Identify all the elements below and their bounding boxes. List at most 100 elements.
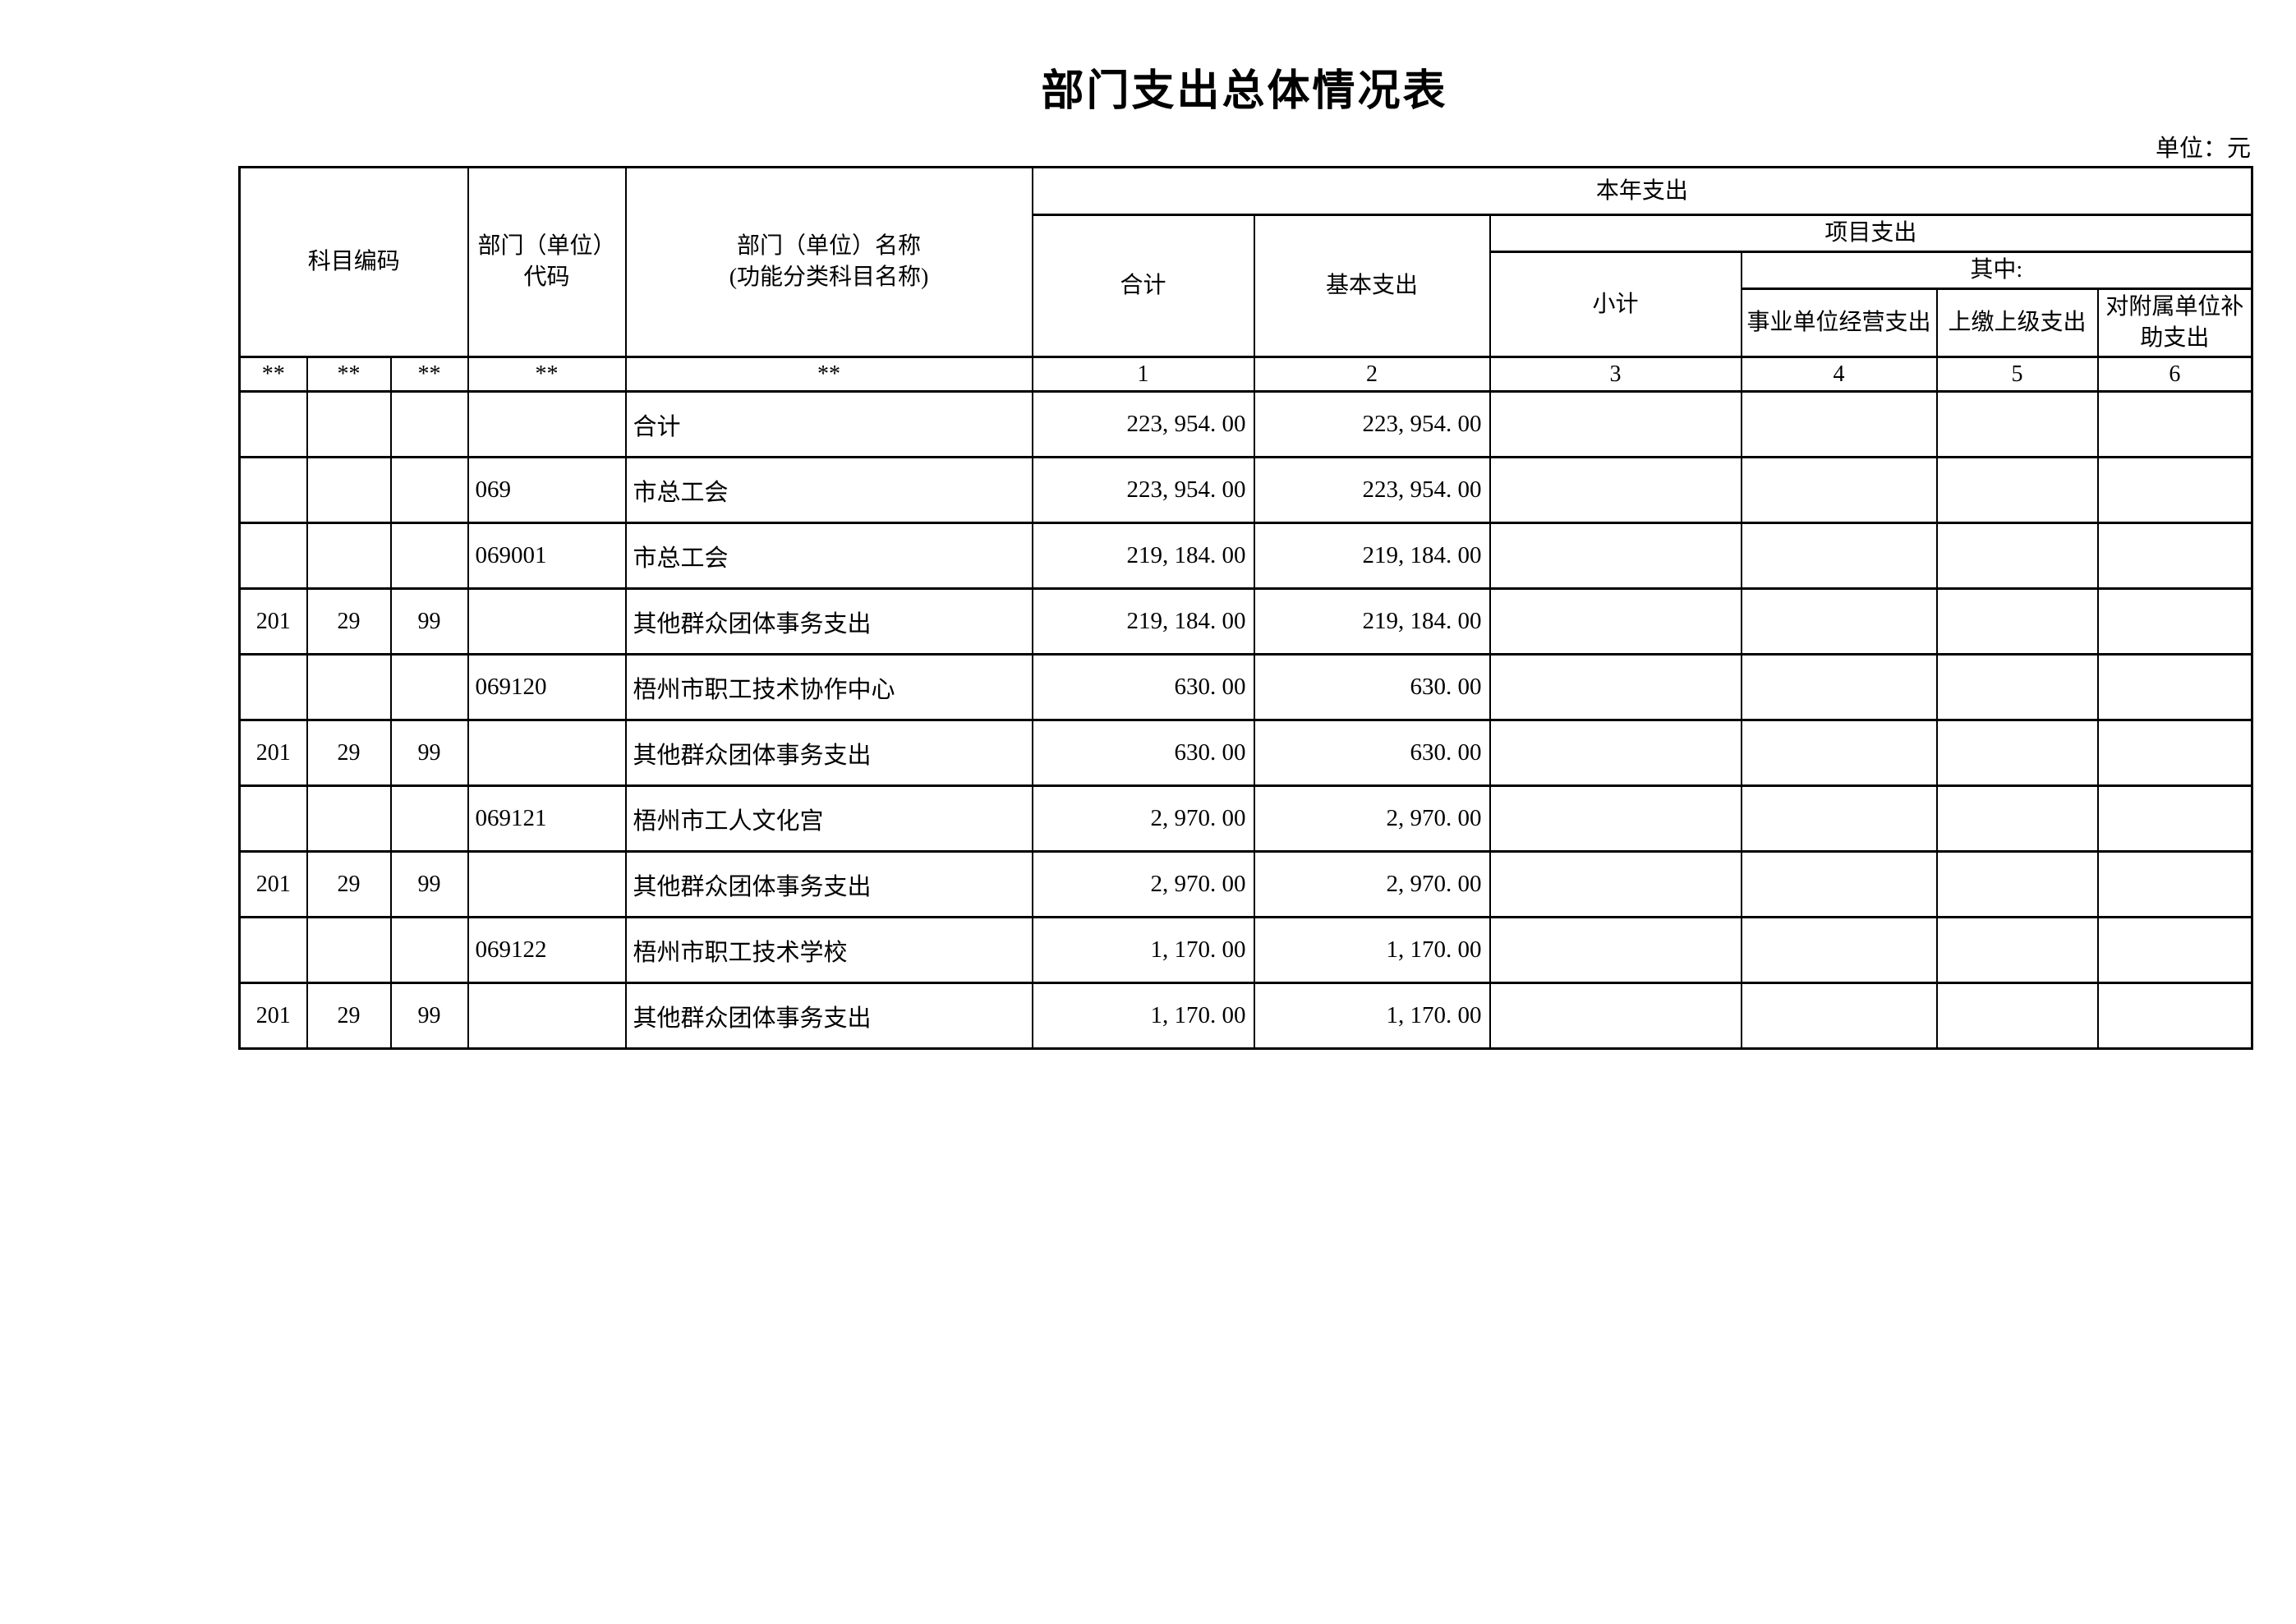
- table-row: 069122 梧州市职工技术学校 1, 170. 00 1, 170. 00: [238, 916, 2253, 984]
- header-row-3: 小计 其中:: [240, 251, 2253, 358]
- cell-total: 223, 954. 00: [1031, 390, 1255, 458]
- header-basic-expenditure: 基本支出: [1253, 214, 1491, 358]
- cell-upper-level: [1935, 982, 2099, 1050]
- table-row: 201 29 99 其他群众团体事务支出 1, 170. 00 1, 170. …: [238, 982, 2253, 1050]
- cell-subtotal: [1488, 916, 1742, 984]
- cell-dept-name: 市总工会: [624, 456, 1033, 524]
- cell-business-op: [1740, 719, 1938, 787]
- cell-business-op: [1740, 916, 1938, 984]
- index-cell: **: [624, 356, 1033, 393]
- cell-basic-expenditure: 630. 00: [1253, 719, 1491, 787]
- header-year-expenditure: 本年支出: [1031, 166, 2253, 216]
- cell-basic-expenditure: 1, 170. 00: [1253, 916, 1491, 984]
- table-row: 201 29 99 其他群众团体事务支出 630. 00 630. 00: [238, 719, 2253, 787]
- cell-upper-level: [1935, 522, 2099, 590]
- cell-business-op: [1740, 522, 1938, 590]
- cell-subtotal: [1488, 784, 1742, 853]
- cell-code-3: 99: [389, 587, 469, 656]
- cell-dept-name: 其他群众团体事务支出: [624, 719, 1033, 787]
- cell-subsidy: [2096, 784, 2253, 853]
- cell-upper-level: [1935, 719, 2099, 787]
- index-cell: **: [306, 356, 392, 393]
- cell-code-2: [306, 522, 392, 590]
- cell-total: 219, 184. 00: [1031, 587, 1255, 656]
- cell-basic-expenditure: 2, 970. 00: [1253, 784, 1491, 853]
- cell-code-2: [306, 784, 392, 853]
- cell-code-1: 201: [238, 719, 308, 787]
- cell-code-3: [389, 916, 469, 984]
- index-cell: **: [467, 356, 627, 393]
- cell-upper-level: [1935, 587, 2099, 656]
- cell-dept-code: [467, 982, 627, 1050]
- cell-code-2: [306, 390, 392, 458]
- cell-subsidy: [2096, 719, 2253, 787]
- cell-code-3: [389, 522, 469, 590]
- table-row: 201 29 99 其他群众团体事务支出 2, 970. 00 2, 970. …: [238, 850, 2253, 918]
- cell-code-1: 201: [238, 587, 308, 656]
- cell-dept-code: 069121: [467, 784, 627, 853]
- cell-code-1: [238, 653, 308, 721]
- cell-total: 223, 954. 00: [1031, 456, 1255, 524]
- cell-subsidy: [2096, 522, 2253, 590]
- cell-code-1: 201: [238, 850, 308, 918]
- cell-total: 2, 970. 00: [1031, 784, 1255, 853]
- cell-code-2: 29: [306, 850, 392, 918]
- header-dept-name: 部门（单位）名称 (功能分类科目名称): [624, 166, 1033, 358]
- cell-subsidy: [2096, 850, 2253, 918]
- cell-code-2: 29: [306, 587, 392, 656]
- cell-subsidy: [2096, 456, 2253, 524]
- cell-upper-level: [1935, 653, 2099, 721]
- cell-basic-expenditure: 630. 00: [1253, 653, 1491, 721]
- cell-subsidy: [2096, 916, 2253, 984]
- cell-business-op: [1740, 850, 1938, 918]
- cell-code-3: [389, 653, 469, 721]
- header-row-1: 科目编码 部门（单位） 代码 部门（单位）名称 (功能分类科目名称) 本年支出: [238, 166, 2253, 358]
- table-row: 201 29 99 其他群众团体事务支出 219, 184. 00 219, 1…: [238, 587, 2253, 656]
- header-business-op-expenditure: 事业单位经营支出: [1740, 288, 1938, 358]
- index-cell: 2: [1253, 356, 1491, 393]
- cell-subsidy: [2096, 587, 2253, 656]
- cell-business-op: [1740, 653, 1938, 721]
- cell-dept-name: 其他群众团体事务支出: [624, 982, 1033, 1050]
- cell-code-1: [238, 784, 308, 853]
- cell-code-2: [306, 916, 392, 984]
- cell-basic-expenditure: 219, 184. 00: [1253, 587, 1491, 656]
- cell-upper-level: [1935, 850, 2099, 918]
- cell-code-1: [238, 916, 308, 984]
- cell-upper-level: [1935, 390, 2099, 458]
- cell-dept-name: 梧州市工人文化宫: [624, 784, 1033, 853]
- cell-subtotal: [1488, 982, 1742, 1050]
- cell-dept-code: [467, 587, 627, 656]
- cell-basic-expenditure: 223, 954. 00: [1253, 456, 1491, 524]
- cell-total: 630. 00: [1031, 653, 1255, 721]
- index-cell: 5: [1935, 356, 2099, 393]
- index-cell: **: [238, 356, 308, 393]
- expenditure-table: 科目编码 部门（单位） 代码 部门（单位）名称 (功能分类科目名称) 本年支出 …: [238, 166, 2254, 1050]
- cell-subtotal: [1488, 850, 1742, 918]
- cell-dept-name: 梧州市职工技术学校: [624, 916, 1033, 984]
- cell-code-1: 201: [238, 982, 308, 1050]
- index-cell: 3: [1488, 356, 1742, 393]
- header-affiliated-subsidy: 对附属单位补助支出: [2096, 288, 2253, 358]
- cell-dept-code: [467, 719, 627, 787]
- index-cell: **: [389, 356, 469, 393]
- cell-dept-name: 其他群众团体事务支出: [624, 850, 1033, 918]
- table-row: 069121 梧州市工人文化宫 2, 970. 00 2, 970. 00: [238, 784, 2253, 853]
- cell-total: 219, 184. 00: [1031, 522, 1255, 590]
- cell-upper-level: [1935, 784, 2099, 853]
- cell-code-2: [306, 653, 392, 721]
- cell-total: 630. 00: [1031, 719, 1255, 787]
- cell-code-3: 99: [389, 982, 469, 1050]
- header-project-expenditure: 项目支出: [1488, 214, 2253, 253]
- cell-code-3: [389, 456, 469, 524]
- cell-code-1: [238, 522, 308, 590]
- cell-business-op: [1740, 456, 1938, 524]
- cell-business-op: [1740, 982, 1938, 1050]
- cell-basic-expenditure: 2, 970. 00: [1253, 850, 1491, 918]
- cell-code-3: 99: [389, 719, 469, 787]
- cell-basic-expenditure: 223, 954. 00: [1253, 390, 1491, 458]
- cell-dept-name: 其他群众团体事务支出: [624, 587, 1033, 656]
- cell-subsidy: [2096, 653, 2253, 721]
- cell-subtotal: [1488, 456, 1742, 524]
